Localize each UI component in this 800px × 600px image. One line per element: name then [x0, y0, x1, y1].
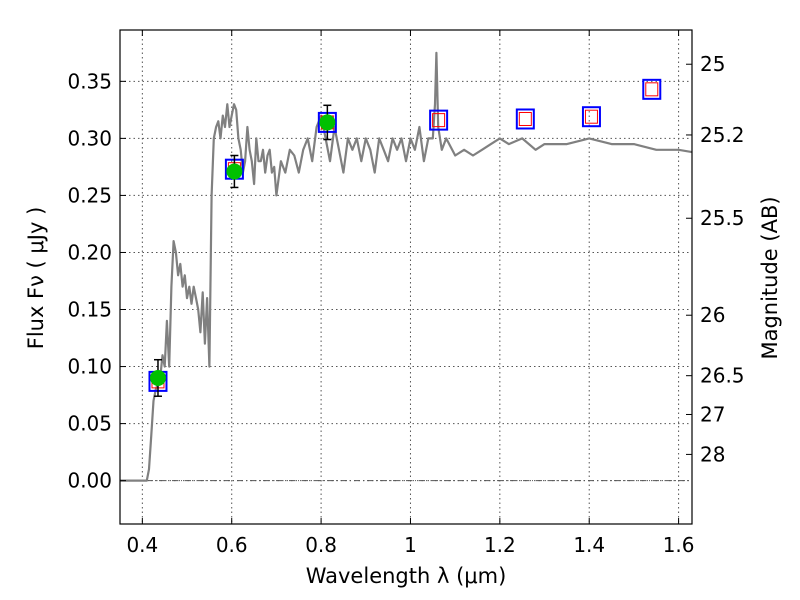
y2-tick-label: 27	[700, 402, 725, 426]
plot-area	[120, 51, 692, 482]
plot-frame	[119, 29, 693, 525]
y-tick-label: 0.15	[67, 298, 112, 322]
y-tick-label: 0.00	[67, 469, 112, 493]
y2-tick-label: 25.5	[700, 206, 745, 230]
y-tick-label: 0.10	[67, 355, 112, 379]
y2-tick-label: 25.2	[700, 123, 745, 147]
x-axis-title: Wavelength λ (μm)	[306, 564, 507, 588]
model-box-inner	[645, 82, 659, 97]
x-tick-label: 1	[404, 533, 417, 557]
model-box-inner	[518, 111, 532, 126]
y2-tick-label: 26	[700, 303, 725, 327]
x-tick-label: 0.4	[126, 533, 158, 557]
model-box-inner	[584, 109, 598, 124]
photometry-point	[226, 163, 243, 180]
model-box-outer	[515, 108, 535, 130]
photometry-point	[319, 114, 336, 131]
x-tick-label: 1.4	[573, 533, 605, 557]
x-tick-label: 0.8	[305, 533, 337, 557]
photometry-point	[149, 369, 166, 386]
right-axis-title: Magnitude (AB)	[758, 196, 782, 359]
model-spectrum-line	[120, 51, 692, 482]
y2-tick-label: 28	[700, 442, 725, 466]
axis-ticks: 0.4 0.6 0.8 1 1.2 1.4 1.6 0.00 0.05 0.10 0.15 0.20 0…	[67, 30, 745, 557]
x-tick-label: 0.6	[216, 533, 248, 557]
model-box-outer	[581, 106, 601, 128]
model-box-inner	[432, 113, 446, 128]
y2-tick-label: 26.5	[700, 364, 745, 388]
model-box-outer	[642, 78, 662, 100]
y-tick-label: 0.05	[67, 412, 112, 436]
x-tick-label: 1.6	[663, 533, 695, 557]
y-tick-label: 0.35	[67, 69, 112, 93]
y-tick-label: 0.20	[67, 240, 112, 264]
x-tick-label: 1.2	[484, 533, 516, 557]
grid-lines	[120, 30, 692, 524]
y-axis-title: Flux Fν ( μJy )	[24, 207, 48, 350]
model-box-outer	[429, 109, 449, 131]
y2-tick-label: 25	[700, 52, 725, 76]
plot-layer	[120, 51, 692, 482]
y-tick-label: 0.25	[67, 183, 112, 207]
y-tick-label: 0.30	[67, 126, 112, 150]
